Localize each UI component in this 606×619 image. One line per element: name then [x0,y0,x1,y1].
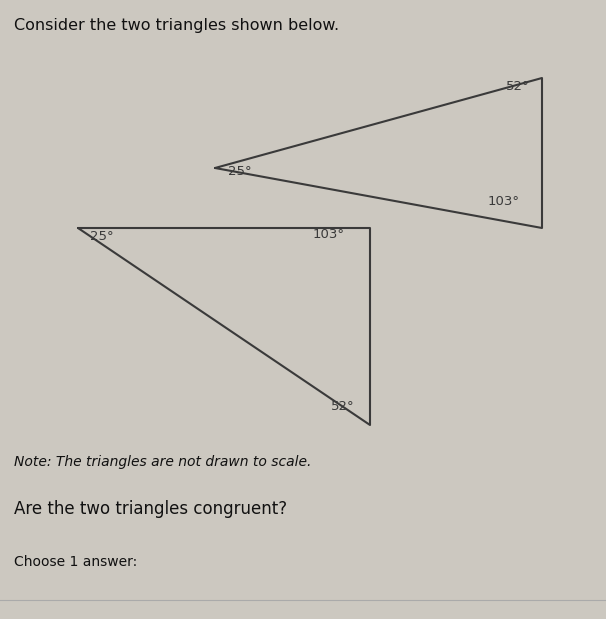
Text: 103°: 103° [488,195,520,208]
Text: Consider the two triangles shown below.: Consider the two triangles shown below. [14,18,339,33]
Text: Note: The triangles are not drawn to scale.: Note: The triangles are not drawn to sca… [14,455,311,469]
Text: Are the two triangles congruent?: Are the two triangles congruent? [14,500,287,518]
Text: 25°: 25° [228,165,251,178]
Text: 52°: 52° [507,80,530,93]
Text: 52°: 52° [331,400,355,413]
Text: Choose 1 answer:: Choose 1 answer: [14,555,137,569]
Text: 25°: 25° [90,230,114,243]
Text: 103°: 103° [313,228,345,241]
